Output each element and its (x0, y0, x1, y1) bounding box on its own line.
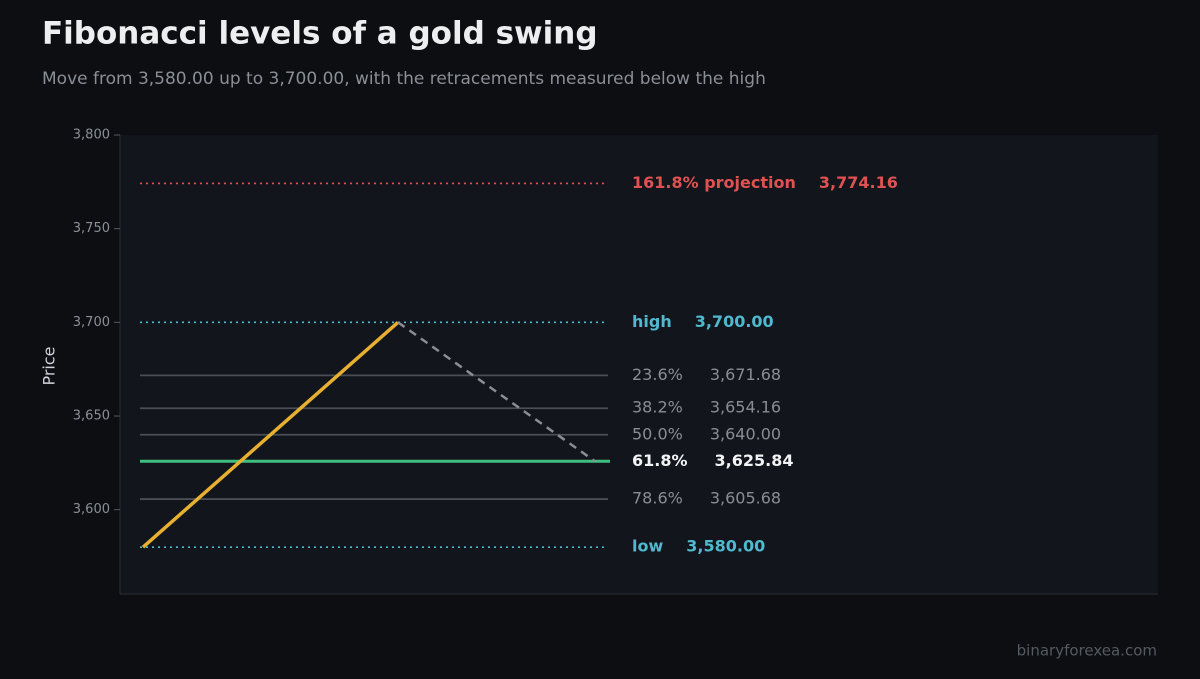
level-name: 50.0% (632, 424, 683, 443)
level-value: 3,654.16 (710, 398, 781, 417)
y-tick-label: 3,700 (73, 315, 110, 330)
level-value: 3,700.00 (695, 312, 774, 331)
level-value: 3,671.68 (710, 365, 781, 384)
level-name: 23.6% (632, 365, 683, 384)
plot-area (120, 135, 1158, 594)
level-name: 38.2% (632, 398, 683, 417)
swing-up (141, 321, 400, 549)
level-name: 61.8% (632, 451, 688, 470)
y-tick-label: 3,600 (73, 502, 110, 517)
level-name: 78.6% (632, 489, 683, 508)
y-tick-label: 3,800 (73, 128, 110, 143)
level-value: 3,580.00 (686, 537, 765, 556)
level-name: high (632, 312, 672, 331)
level-value: 3,640.00 (710, 424, 781, 443)
swing-retrace (397, 321, 596, 463)
chart-title: Fibonacci levels of a gold swing (42, 16, 598, 52)
level-value: 3,625.84 (715, 451, 794, 470)
level-name: low (632, 537, 663, 556)
chart-subtitle: Move from 3,580.00 up to 3,700.00, with … (42, 69, 766, 89)
y-tick-label: 3,650 (73, 409, 110, 424)
watermark: binaryforexea.com (1017, 642, 1157, 660)
level-name: 161.8% projection (632, 173, 796, 192)
level-value: 3,774.16 (819, 173, 898, 192)
y-axis-label: Price (40, 346, 59, 385)
y-tick-label: 3,750 (73, 221, 110, 236)
level-value: 3,605.68 (710, 489, 781, 508)
